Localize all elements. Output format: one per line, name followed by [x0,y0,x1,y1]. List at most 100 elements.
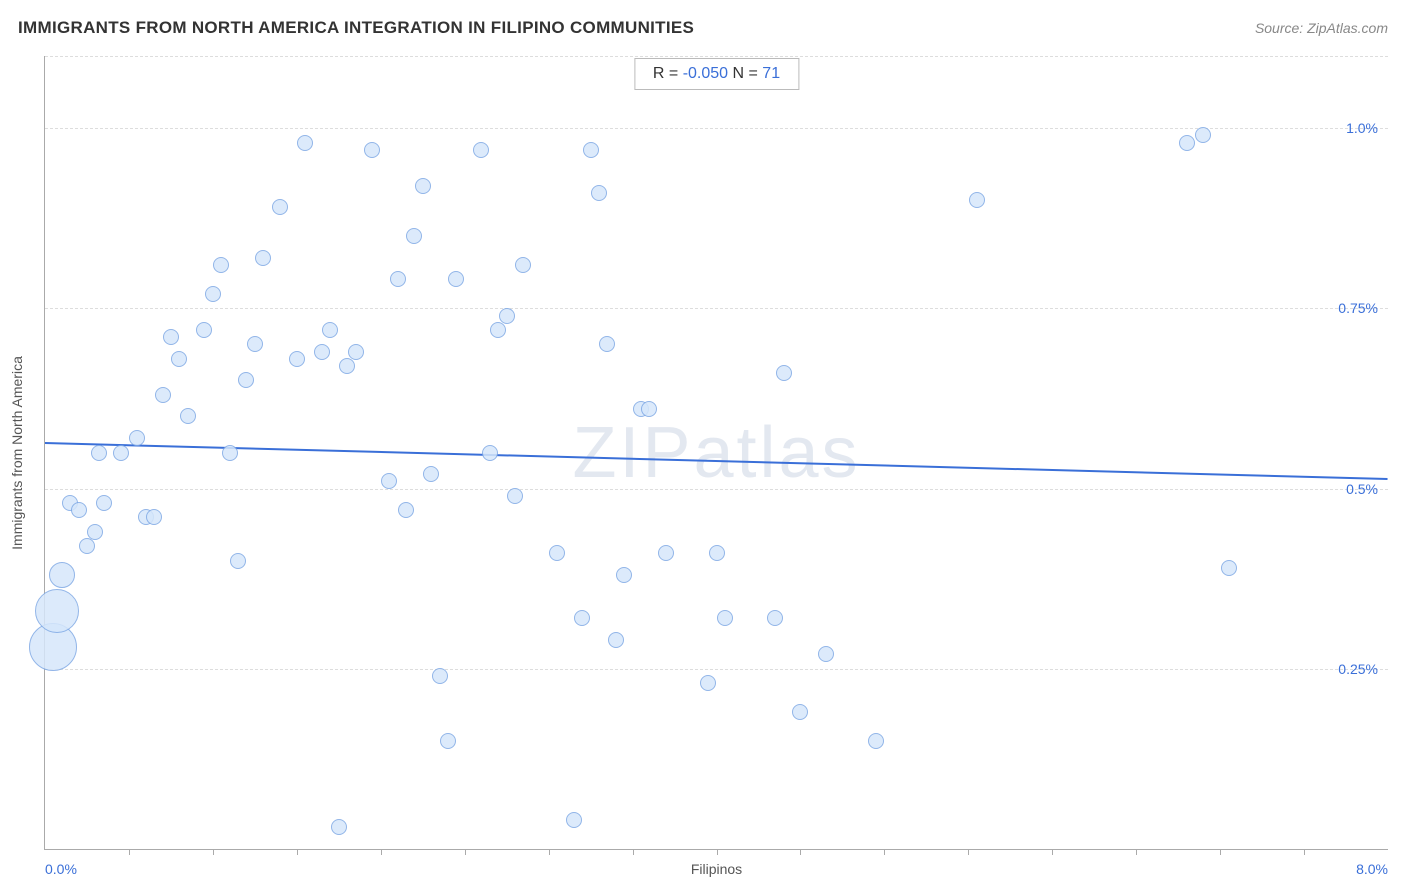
data-point [205,286,221,302]
x-tick-mark [1052,849,1053,855]
data-point [289,351,305,367]
chart-container: IMMIGRANTS FROM NORTH AMERICA INTEGRATIO… [0,0,1406,892]
data-point [247,336,263,352]
data-point [1179,135,1195,151]
x-tick-mark [1220,849,1221,855]
data-point [331,819,347,835]
data-point [507,488,523,504]
data-point [91,445,107,461]
gridline [45,669,1388,670]
source-name: ZipAtlas.com [1307,20,1388,36]
data-point [700,675,716,691]
data-point [196,322,212,338]
data-point [348,344,364,360]
data-point [297,135,313,151]
data-point [364,142,380,158]
data-point [423,466,439,482]
data-point [709,545,725,561]
data-point [818,646,834,662]
data-point [180,408,196,424]
plot-area: ZIPatlas R = -0.050 N = 71 Immigrants fr… [44,56,1388,850]
x-tick-mark [717,849,718,855]
data-point [213,257,229,273]
data-point [390,271,406,287]
data-point [868,733,884,749]
data-point [49,562,75,588]
n-value: 71 [762,65,780,82]
chart-title: IMMIGRANTS FROM NORTH AMERICA INTEGRATIO… [18,18,694,38]
data-point [339,358,355,374]
x-tick-mark [549,849,550,855]
y-axis-label: Immigrants from North America [9,356,25,550]
y-tick-label: 0.5% [1346,481,1378,497]
data-point [1195,127,1211,143]
data-point [415,178,431,194]
gridline [45,128,1388,129]
gridline [45,308,1388,309]
data-point [398,502,414,518]
data-point [608,632,624,648]
data-point [583,142,599,158]
data-point [79,538,95,554]
data-point [448,271,464,287]
data-point [432,668,448,684]
x-tick-mark [297,849,298,855]
data-point [71,502,87,518]
data-point [113,445,129,461]
data-point [969,192,985,208]
data-point [591,185,607,201]
y-tick-label: 1.0% [1346,120,1378,136]
data-point [549,545,565,561]
data-point [599,336,615,352]
data-point [129,430,145,446]
data-point [767,610,783,626]
data-point [87,524,103,540]
data-point [440,733,456,749]
data-point [171,351,187,367]
source-label: Source: [1255,20,1307,36]
x-tick-mark [1304,849,1305,855]
data-point [473,142,489,158]
r-label: R = [653,65,683,82]
data-point [515,257,531,273]
y-tick-label: 0.75% [1338,300,1378,316]
stats-box: R = -0.050 N = 71 [634,58,799,90]
data-point [222,445,238,461]
x-tick-mark [800,849,801,855]
data-point [146,509,162,525]
x-axis-label: Filipinos [691,861,742,877]
x-tick-mark [381,849,382,855]
x-tick-mark [1136,849,1137,855]
data-point [314,344,330,360]
data-point [566,812,582,828]
n-label: N = [728,65,762,82]
data-point [717,610,733,626]
x-tick-mark [213,849,214,855]
x-tick-mark [465,849,466,855]
data-point [35,589,79,633]
data-point [482,445,498,461]
x-tick-mark [129,849,130,855]
data-point [96,495,112,511]
x-tick-mark [884,849,885,855]
data-point [616,567,632,583]
data-point [238,372,254,388]
data-point [381,473,397,489]
data-point [255,250,271,266]
watermark-text: ZIPatlas [572,412,860,494]
data-point [163,329,179,345]
data-point [322,322,338,338]
data-point [272,199,288,215]
data-point [406,228,422,244]
data-point [499,308,515,324]
data-point [230,553,246,569]
source-attribution: Source: ZipAtlas.com [1255,20,1388,36]
data-point [658,545,674,561]
data-point [490,322,506,338]
data-point [574,610,590,626]
data-point [155,387,171,403]
x-tick-mark [968,849,969,855]
x-axis-min: 0.0% [45,861,77,877]
data-point [776,365,792,381]
gridline [45,56,1388,57]
